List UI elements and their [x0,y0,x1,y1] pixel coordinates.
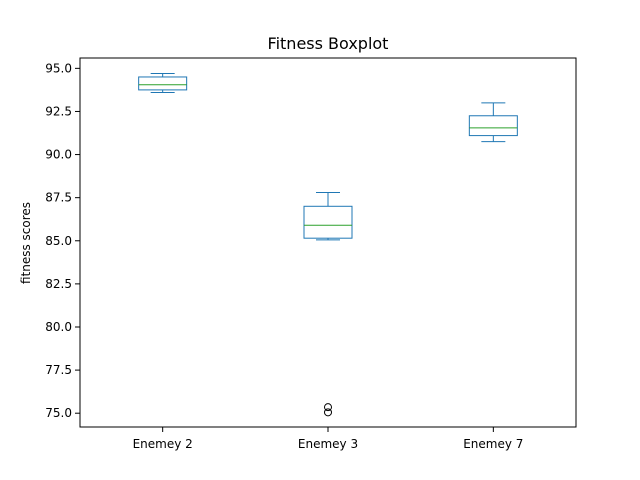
y-tick-label: 90.0 [45,148,72,162]
outlier-point [324,408,332,417]
x-tick-label: Enemey 7 [463,437,523,451]
y-tick-label: 82.5 [45,277,72,291]
box-plot-enemey-3 [303,191,353,417]
box-plot-enemey-2 [138,73,188,93]
interquartile-box [303,205,353,239]
y-axis: 75.0 77.5 80.0 82.5 85.0 87.5 90.0 92.5 95.0 [45,61,80,420]
x-tick-label: Enemey 2 [133,437,193,451]
plot-area-frame [79,57,577,428]
y-tick-label: 92.5 [45,104,72,118]
x-tick-label: Enemey 3 [298,437,358,451]
y-axis-label: fitness scores [19,202,33,284]
y-tick-label: 77.5 [45,363,72,377]
interquartile-box [138,76,188,91]
x-axis: Enemey 2 Enemey 3 Enemey 7 [133,427,523,451]
y-tick-label: 80.0 [45,320,72,334]
y-tick-label: 95.0 [45,61,72,75]
box-series [138,73,518,417]
chart-title: Fitness Boxplot [268,34,389,53]
y-tick-label: 87.5 [45,191,72,205]
y-tick-label: 85.0 [45,234,72,248]
box-plot-enemey-7 [468,102,518,143]
y-tick-label: 75.0 [45,406,72,420]
interquartile-box [468,115,518,137]
outlier-point [324,403,332,412]
